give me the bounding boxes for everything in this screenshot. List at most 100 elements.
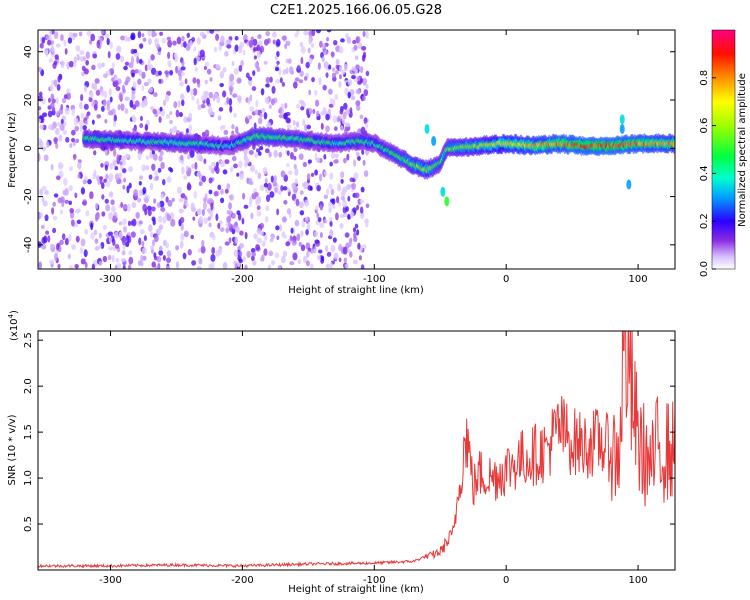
noise-cell — [256, 66, 261, 73]
noise-cell — [80, 187, 86, 195]
noise-cell — [238, 45, 243, 54]
noise-cell — [69, 143, 73, 148]
noise-cell — [248, 115, 253, 120]
noise-cell — [310, 172, 315, 177]
noise-cell — [326, 30, 332, 33]
noise-cell — [259, 146, 264, 151]
noise-cell — [318, 77, 322, 86]
noise-cell — [249, 94, 253, 102]
noise-cell — [339, 109, 344, 115]
noise-cell — [329, 172, 334, 180]
noise-cell — [42, 200, 48, 207]
noise-cell — [54, 253, 58, 262]
noise-cell — [329, 161, 333, 167]
noise-cell — [142, 255, 147, 261]
noise-cell — [44, 47, 49, 55]
noise-cell — [78, 120, 84, 126]
noise-cell — [191, 36, 196, 43]
noise-cell — [285, 67, 289, 75]
noise-cell — [315, 30, 322, 34]
noise-cell — [346, 36, 352, 44]
noise-cell — [111, 61, 115, 70]
noise-cell — [65, 136, 70, 143]
noise-cell — [313, 248, 317, 253]
noise-cell — [132, 116, 137, 123]
noise-cell — [204, 91, 210, 96]
noise-cell — [319, 40, 323, 48]
noise-cell — [120, 55, 124, 63]
noise-cell — [317, 249, 323, 254]
noise-cell — [63, 39, 67, 47]
noise-cell — [71, 137, 76, 143]
noise-cell — [151, 32, 158, 37]
noise-cell — [303, 181, 309, 190]
colorbar: 0.0 0.2 0.4 0.6 0.8 Normalized spectral ampl… — [699, 29, 748, 277]
noise-cell — [276, 60, 280, 65]
noise-cell — [222, 169, 228, 175]
noise-cell — [270, 260, 275, 266]
noise-cell — [78, 31, 83, 37]
noise-cell — [343, 102, 348, 110]
noise-cell — [75, 138, 79, 144]
noise-cell — [211, 161, 217, 167]
noise-cell — [183, 41, 187, 48]
noise-cell — [347, 195, 351, 202]
noise-cell — [352, 39, 357, 45]
noise-cell — [94, 246, 100, 251]
noise-cell — [349, 177, 354, 182]
noise-cell — [162, 179, 166, 186]
noise-cell — [200, 245, 206, 254]
noise-cell — [47, 97, 51, 103]
noise-cell — [117, 262, 122, 269]
noise-cell — [341, 187, 346, 195]
noise-cell — [148, 38, 152, 45]
noise-cell — [80, 112, 85, 119]
spectrogram-y-tick-label: 40 — [23, 45, 34, 58]
noise-cell — [58, 134, 63, 142]
noise-cell — [265, 30, 270, 37]
noise-cell — [308, 89, 312, 96]
noise-cell — [302, 118, 306, 127]
noise-cell — [122, 244, 126, 250]
noise-cell — [259, 184, 265, 192]
noise-cell — [274, 67, 280, 72]
noise-cell — [159, 31, 163, 36]
noise-cell — [112, 159, 117, 166]
noise-cell — [210, 111, 215, 116]
noise-cell — [53, 137, 59, 143]
noise-cell — [83, 103, 89, 110]
noise-cell — [73, 56, 77, 64]
noise-cell — [144, 123, 149, 131]
noise-cell — [111, 254, 115, 263]
noise-cell — [143, 235, 148, 242]
noise-cell — [113, 114, 118, 122]
noise-cell — [228, 237, 232, 243]
noise-cell — [311, 30, 316, 37]
noise-cell — [306, 173, 311, 181]
noise-cell — [149, 106, 154, 111]
noise-cell — [55, 175, 61, 180]
noise-cell — [299, 70, 304, 77]
noise-cell — [141, 164, 146, 172]
noise-cell — [166, 176, 172, 183]
noise-cell — [139, 43, 144, 49]
noise-cell — [279, 224, 283, 232]
noise-cell — [120, 257, 126, 263]
noise-cell — [144, 64, 148, 72]
noise-cell — [207, 197, 213, 203]
noise-cell — [299, 41, 304, 48]
noise-cell — [269, 76, 273, 83]
noise-cell — [257, 34, 262, 40]
noise-cell — [167, 199, 173, 207]
noise-cell — [104, 164, 108, 171]
noise-cell — [188, 113, 193, 119]
noise-cell — [285, 241, 291, 247]
noise-cell — [182, 252, 187, 260]
noise-cell — [132, 81, 137, 89]
noise-cell — [358, 255, 362, 261]
noise-cell — [312, 108, 316, 115]
noise-cell — [302, 161, 307, 168]
noise-cell — [361, 95, 366, 101]
noise-cell — [148, 224, 153, 232]
noise-cell — [124, 96, 130, 101]
